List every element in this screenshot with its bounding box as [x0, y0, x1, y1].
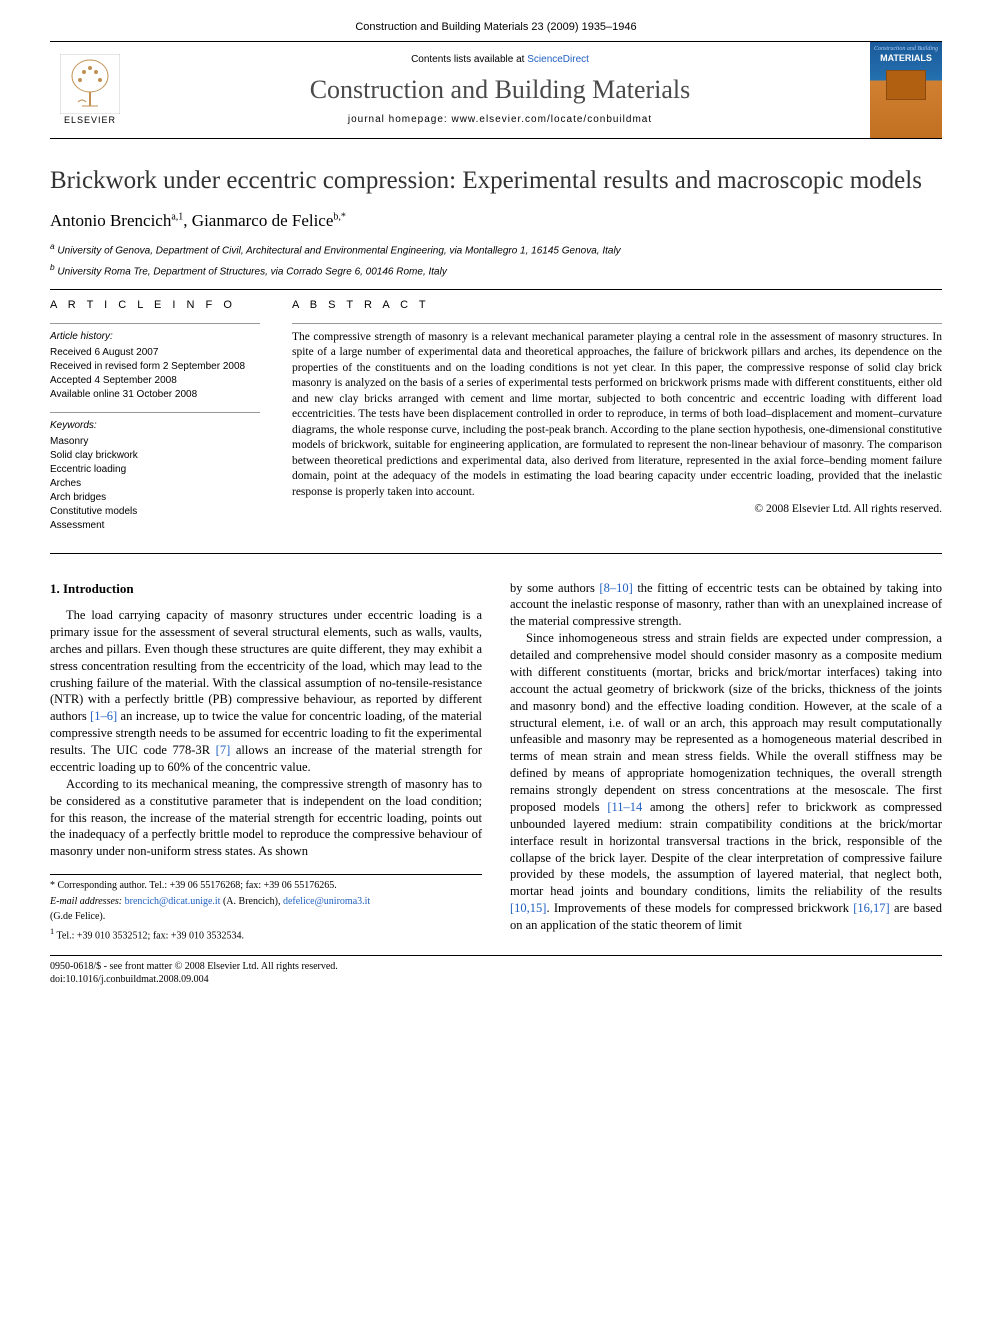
- rule-below-abstract: [50, 553, 942, 554]
- p1-a: The load carrying capacity of masonry st…: [50, 608, 482, 723]
- body-col-right: by some authors [8–10] the fitting of ec…: [510, 580, 942, 945]
- bottom-bar: 0950-0618/$ - see front matter © 2008 El…: [50, 955, 942, 987]
- email-1-link[interactable]: brencich@dicat.unige.it: [125, 896, 221, 907]
- abstract-text: The compressive strength of masonry is a…: [292, 330, 942, 501]
- email-addresses-line: E-mail addresses: brencich@dicat.unige.i…: [50, 895, 482, 909]
- c2p2-c: . Improvements of these models for compr…: [546, 901, 853, 915]
- cover-line2: MATERIALS: [880, 54, 932, 64]
- homepage-url: www.elsevier.com/locate/conbuildmat: [451, 114, 652, 125]
- keyword-0: Masonry: [50, 435, 260, 449]
- ref-7[interactable]: [7]: [216, 743, 231, 757]
- email-1-name: (A. Brencich),: [220, 896, 282, 907]
- intro-heading: 1. Introduction: [50, 580, 482, 598]
- abstract-copyright: © 2008 Elsevier Ltd. All rights reserved…: [292, 502, 942, 518]
- keyword-4: Arch bridges: [50, 491, 260, 505]
- article-info-col: A R T I C L E I N F O Article history: R…: [50, 298, 260, 543]
- article-info-heading: A R T I C L E I N F O: [50, 298, 260, 313]
- abstract-heading: A B S T R A C T: [292, 298, 942, 313]
- intro-p2: According to its mechanical meaning, the…: [50, 776, 482, 860]
- info-abstract-row: A R T I C L E I N F O Article history: R…: [50, 298, 942, 543]
- ref-11-14[interactable]: [11–14: [607, 800, 642, 814]
- journal-homepage: journal homepage: www.elsevier.com/locat…: [130, 113, 870, 127]
- ref-10-15[interactable]: [10,15]: [510, 901, 546, 915]
- cover-image-box: [886, 70, 926, 100]
- history-line-0: Received 6 August 2007: [50, 346, 260, 360]
- journal-banner: ELSEVIER Contents lists available at Sci…: [50, 41, 942, 139]
- history-line-1: Received in revised form 2 September 200…: [50, 360, 260, 374]
- article-history-block: Article history: Received 6 August 2007 …: [50, 330, 260, 402]
- fn1-sup: 1: [50, 927, 54, 936]
- col2-p1: by some authors [8–10] the fitting of ec…: [510, 580, 942, 631]
- aff-text-a: University of Genova, Department of Civi…: [57, 245, 620, 256]
- journal-citation: Construction and Building Materials 23 (…: [50, 20, 942, 35]
- author-1-sup: a,1: [171, 211, 183, 222]
- contents-prefix: Contents lists available at: [411, 54, 527, 65]
- homepage-prefix: journal homepage:: [348, 114, 452, 125]
- sciencedirect-link[interactable]: ScienceDirect: [527, 54, 589, 65]
- elsevier-tree-icon: [60, 54, 120, 114]
- fn1-text: Tel.: +39 010 3532512; fax: +39 010 3532…: [57, 930, 245, 941]
- c2p2-a: Since inhomogeneous stress and strain fi…: [510, 631, 942, 814]
- keywords-label: Keywords:: [50, 419, 260, 433]
- intro-p1: The load carrying capacity of masonry st…: [50, 607, 482, 776]
- footnote-1: 1 Tel.: +39 010 3532512; fax: +39 010 35…: [50, 926, 482, 943]
- cover-line1: Construction and Building: [874, 46, 938, 52]
- publisher-name: ELSEVIER: [64, 114, 116, 126]
- author-sep: ,: [183, 211, 192, 230]
- publisher-logo: ELSEVIER: [50, 45, 130, 135]
- email-2-name: (G.de Felice).: [50, 910, 482, 924]
- c2p1-a: by some authors: [510, 581, 599, 595]
- ref-16-17[interactable]: [16,17]: [853, 901, 889, 915]
- contents-available-line: Contents lists available at ScienceDirec…: [130, 53, 870, 67]
- email-label: E-mail addresses:: [50, 896, 122, 907]
- keyword-1: Solid clay brickwork: [50, 449, 260, 463]
- footnotes-block: * Corresponding author. Tel.: +39 06 551…: [50, 874, 482, 942]
- ref-8-10[interactable]: [8–10]: [599, 581, 632, 595]
- author-2-sup: b,*: [333, 211, 346, 222]
- keyword-5: Constitutive models: [50, 505, 260, 519]
- banner-center: Contents lists available at ScienceDirec…: [130, 45, 870, 135]
- doi-line: doi:10.1016/j.conbuildmat.2008.09.004: [50, 973, 942, 987]
- keyword-6: Assessment: [50, 519, 260, 533]
- journal-name: Construction and Building Materials: [130, 72, 870, 107]
- info-rule-2: [50, 412, 260, 413]
- body-columns: 1. Introduction The load carrying capaci…: [50, 580, 942, 945]
- col2-p2: Since inhomogeneous stress and strain fi…: [510, 630, 942, 934]
- history-line-2: Accepted 4 September 2008: [50, 374, 260, 388]
- abstract-rule: [292, 323, 942, 324]
- history-label: Article history:: [50, 330, 260, 344]
- body-col-left: 1. Introduction The load carrying capaci…: [50, 580, 482, 945]
- affiliation-a: a University of Genova, Department of Ci…: [50, 241, 942, 258]
- author-1: Antonio Brencich: [50, 211, 171, 230]
- affiliation-b: b University Roma Tre, Department of Str…: [50, 262, 942, 279]
- journal-cover-thumbnail: Construction and Building MATERIALS: [870, 42, 942, 138]
- keywords-block: Keywords: Masonry Solid clay brickwork E…: [50, 419, 260, 533]
- info-rule-1: [50, 323, 260, 324]
- aff-sup-b: b: [50, 262, 55, 272]
- authors-line: Antonio Brencicha,1, Gianmarco de Felice…: [50, 210, 942, 233]
- keyword-2: Eccentric loading: [50, 463, 260, 477]
- email-2-link[interactable]: defelice@uniroma3.it: [283, 896, 370, 907]
- corresponding-author-note: * Corresponding author. Tel.: +39 06 551…: [50, 879, 482, 893]
- issn-line: 0950-0618/$ - see front matter © 2008 El…: [50, 960, 942, 974]
- aff-text-b: University Roma Tre, Department of Struc…: [57, 266, 446, 277]
- article-title: Brickwork under eccentric compression: E…: [50, 165, 942, 196]
- author-2: Gianmarco de Felice: [192, 211, 334, 230]
- aff-sup-a: a: [50, 241, 55, 251]
- keyword-3: Arches: [50, 477, 260, 491]
- history-line-3: Available online 31 October 2008: [50, 388, 260, 402]
- abstract-col: A B S T R A C T The compressive strength…: [292, 298, 942, 543]
- ref-1-6[interactable]: [1–6]: [90, 709, 117, 723]
- rule-above-info: [50, 289, 942, 290]
- c2p2-b: among the others] refer to brickwork as …: [510, 800, 942, 898]
